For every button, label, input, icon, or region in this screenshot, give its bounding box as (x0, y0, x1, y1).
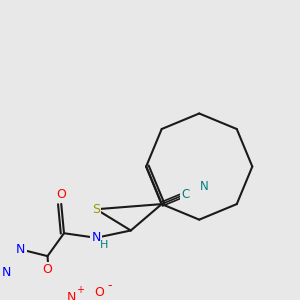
Text: H: H (100, 240, 108, 250)
Text: +: + (76, 285, 84, 295)
Text: O: O (42, 263, 52, 276)
Text: N: N (200, 180, 208, 193)
Text: C: C (181, 188, 190, 201)
Text: N: N (2, 266, 11, 279)
Text: N: N (67, 291, 76, 300)
Text: O: O (56, 188, 66, 201)
Text: S: S (92, 203, 100, 216)
Text: -: - (107, 279, 112, 292)
Text: O: O (94, 286, 104, 299)
Text: N: N (91, 231, 101, 244)
Text: N: N (16, 243, 26, 256)
